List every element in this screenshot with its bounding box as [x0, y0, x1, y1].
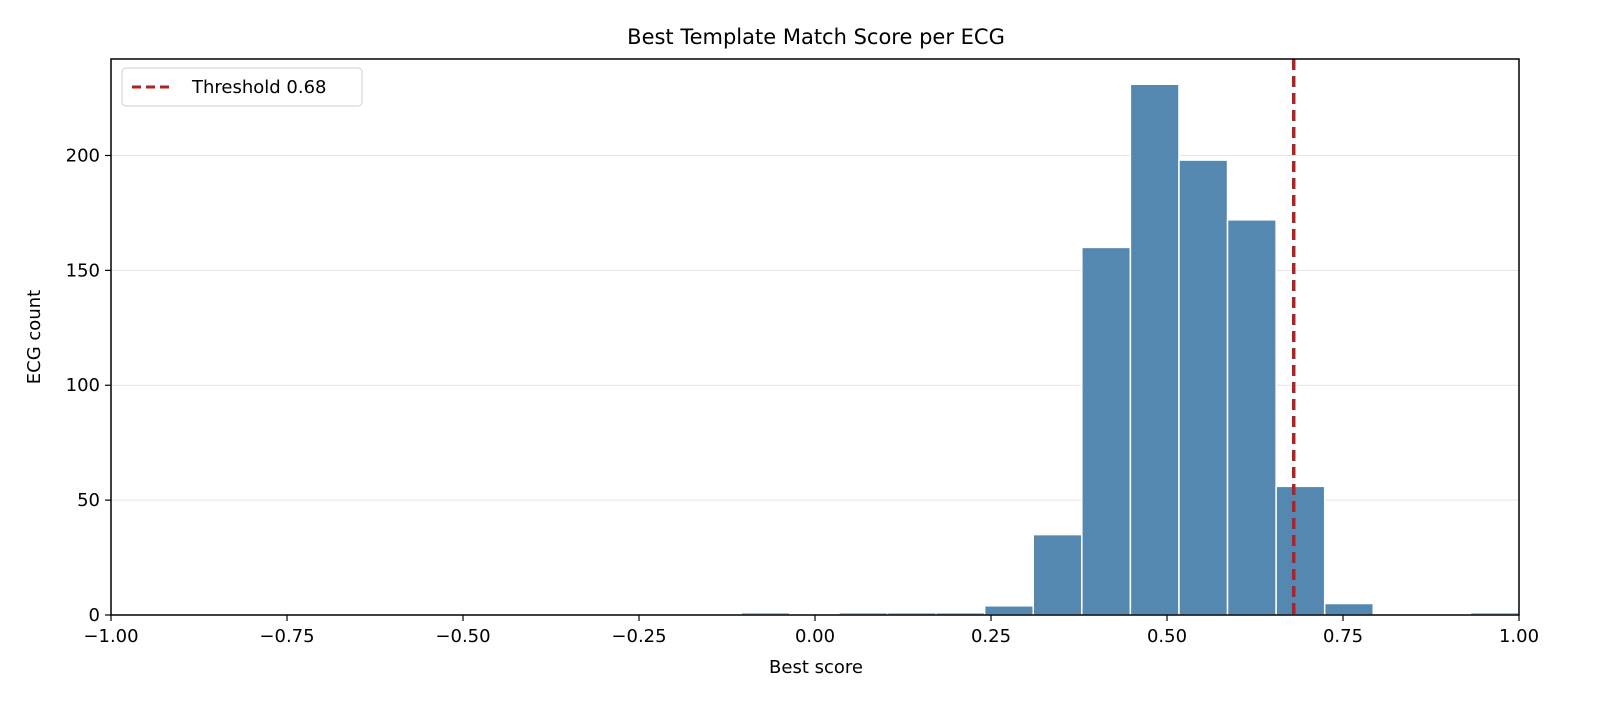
histogram-bar [983, 605, 1034, 616]
y-tick-label: 150 [66, 260, 100, 281]
legend: Threshold 0.68 [121, 67, 363, 107]
x-tick-label: −0.25 [611, 626, 666, 647]
y-axis-label: ECG count [24, 290, 45, 384]
x-tick-label: 0.75 [1323, 626, 1363, 647]
histogram-bar [1275, 485, 1326, 616]
x-tick-label: −1.00 [83, 626, 138, 647]
x-axis-label: Best score [769, 657, 863, 678]
x-tick-label: 0.00 [795, 626, 835, 647]
ticks-layer: −1.00 −0.75 −0.50 −0.25 0.00 0.25 0.50 0.75 1.00… [66, 145, 1539, 647]
grid-layer [111, 154, 1519, 501]
chart-title: Best Template Match Score per ECG [627, 25, 1005, 49]
x-tick-label: −0.75 [259, 626, 314, 647]
legend-box [121, 67, 363, 107]
histogram-bar [1226, 219, 1277, 616]
histogram-bar [1081, 246, 1132, 616]
histogram-bar [1129, 83, 1180, 616]
x-tick-label: 1.00 [1499, 626, 1539, 647]
legend-threshold-label: Threshold 0.68 [191, 77, 327, 98]
y-tick-label: 100 [66, 375, 100, 396]
y-tick-label: 200 [66, 145, 100, 166]
x-tick-label: 0.50 [1147, 626, 1187, 647]
histogram-bar [1032, 533, 1083, 616]
y-tick-label: 50 [77, 490, 100, 511]
bars-layer [740, 83, 1520, 616]
histogram-bar [1323, 602, 1375, 616]
histogram-bar [1178, 159, 1229, 616]
x-tick-label: 0.25 [971, 626, 1011, 647]
y-tick-label: 0 [89, 605, 100, 626]
x-tick-label: −0.50 [435, 626, 490, 647]
